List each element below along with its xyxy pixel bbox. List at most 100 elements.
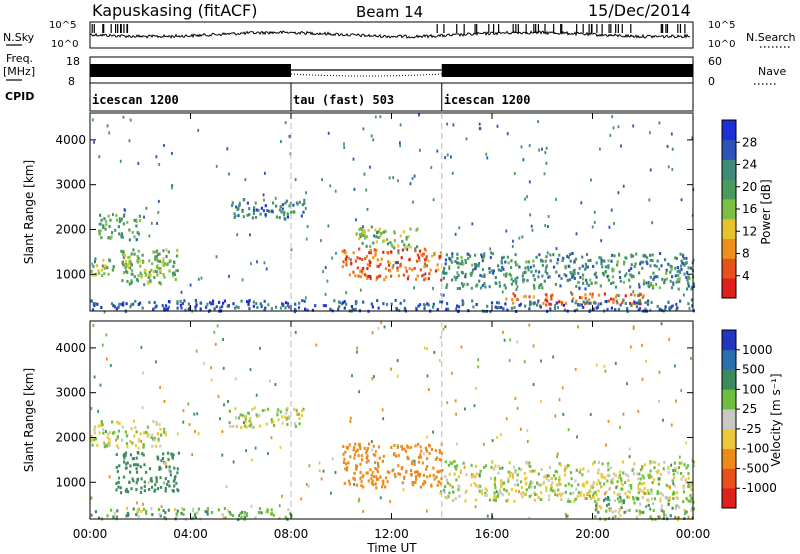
heatmap-cell [661,277,664,281]
heatmap-cell [605,509,608,513]
heatmap-cell [300,409,304,413]
heatmap-cell [130,252,133,256]
heatmap-cell [581,255,584,259]
heatmap-cell [121,425,124,429]
heatmap-cell [403,307,406,311]
heatmap-cell [563,469,567,473]
heatmap-cell [604,497,607,501]
heatmap-cell [556,452,559,456]
heatmap-cell [345,260,348,264]
heatmap-cell [651,502,655,506]
heatmap-cell [432,466,435,470]
colorbar-cell [722,448,736,469]
heatmap-cell [646,489,649,492]
heatmap-cell [135,224,138,228]
heatmap-cell [390,274,393,278]
heatmap-cell [159,476,162,480]
heatmap-cell [132,302,135,306]
heatmap-cell [558,482,561,486]
heatmap-cell [379,263,382,266]
heatmap-cell [489,256,492,260]
heatmap-cell [638,302,641,306]
heatmap-cell [377,462,379,466]
heatmap-cell [378,456,381,460]
heatmap-cell [577,325,579,329]
heatmap-cell [685,441,688,445]
heatmap-cell [589,490,592,494]
heatmap-cell [499,467,502,470]
heatmap-cell [446,122,448,126]
heatmap-cell [222,338,224,341]
heatmap-cell [554,414,557,418]
heatmap-cell [284,201,287,205]
heatmap-cell [374,253,377,257]
heatmap-cell [215,305,218,309]
heatmap-cell [353,477,356,481]
heatmap-cell [142,431,146,435]
heatmap-cell [483,273,486,277]
heatmap-cell [432,305,435,309]
heatmap-cell [119,486,122,490]
heatmap-cell [445,307,448,311]
heatmap-cell [464,275,467,279]
heatmap-cell [518,265,521,269]
heatmap-cell [256,415,259,419]
heatmap-cell [371,479,374,483]
heatmap-cell [143,283,146,287]
heatmap-cell [117,225,120,229]
heatmap-cell [320,239,322,243]
heatmap-cell [292,203,295,207]
heatmap-cell [552,355,555,359]
heatmap-cell [142,445,145,449]
heatmap-cell [335,251,337,255]
heatmap-cell [682,255,684,258]
heatmap-cell [638,481,641,485]
heatmap-cell [631,468,634,472]
heatmap-cell [254,215,258,219]
heatmap-cell [241,278,244,282]
heatmap-cell [418,259,421,262]
heatmap-cell [571,252,574,255]
heatmap-cell [382,482,385,486]
heatmap-cell [136,501,138,505]
heatmap-cell [112,213,114,217]
heatmap-cell [618,252,620,256]
heatmap-cell [129,259,132,263]
heatmap-cell [644,491,647,495]
heatmap-cell [244,420,247,424]
heatmap-cell [627,490,630,494]
heatmap-cell [403,447,406,451]
heatmap-cell [442,327,445,331]
heatmap-cell [213,307,216,311]
heatmap-cell [685,276,688,279]
heatmap-cell [687,482,690,486]
heatmap-cell [126,511,129,515]
heatmap-cell [168,465,171,469]
heatmap-cell [652,277,655,281]
heatmap-cell [294,330,297,334]
heatmap-cell [403,243,406,247]
heatmap-cell [477,365,480,369]
heatmap-cell [303,198,306,202]
heatmap-cell [130,427,133,431]
heatmap-cell [352,308,355,312]
heatmap-cell [372,444,375,448]
heatmap-cell [146,434,149,438]
heatmap-cell [447,495,450,499]
heatmap-cell [365,456,368,460]
heatmap-cell [426,302,429,306]
heatmap-cell [450,260,454,264]
heatmap-cell [111,231,114,235]
heatmap-cell [90,269,93,273]
heatmap-cell [135,456,138,460]
heatmap-cell [347,461,350,465]
heatmap-cell [180,511,183,515]
heatmap-cell [504,302,507,306]
heatmap-cell [234,416,238,420]
heatmap-cell [415,259,419,263]
heatmap-cell [600,262,603,266]
heatmap-cell [553,489,556,493]
heatmap-cell [131,231,134,234]
heatmap-cell [494,276,497,279]
heatmap-cell [639,262,642,266]
